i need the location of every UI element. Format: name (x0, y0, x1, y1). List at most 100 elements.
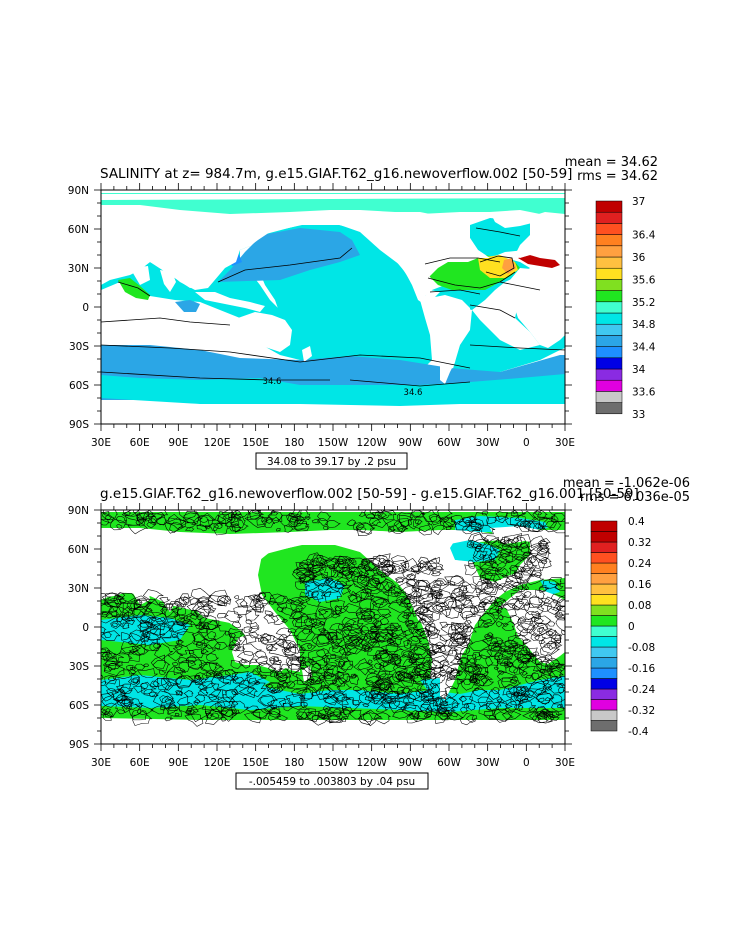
panel-1-lat-labels: 90N 60N 30N 0 30S 60S 90S (68, 185, 90, 431)
colorbar-swatch (595, 256, 623, 269)
colorbar-swatch (595, 234, 623, 247)
lat-tick-label: 90S (69, 419, 89, 431)
colorbar-swatch (590, 594, 618, 606)
colorbar-swatch (590, 615, 618, 627)
colorbar-swatch (595, 335, 623, 347)
lat-tick-label: 30S (69, 341, 89, 353)
lon-tick-label: 30E (555, 757, 575, 769)
lat-tick-label: 90N (68, 505, 89, 517)
lon-tick-label: 90W (398, 757, 422, 769)
colorbar-swatch (590, 541, 618, 553)
colorbar-swatch (590, 699, 618, 711)
lon-tick-label: 150W (318, 437, 349, 449)
colorbar-swatch (595, 368, 623, 381)
colorbar-swatch (590, 657, 618, 669)
colorbar-swatch (590, 552, 618, 564)
lat-tick-label: 60N (68, 544, 89, 556)
colorbar-label: 0.32 (628, 537, 651, 549)
lon-tick-label: 30W (476, 437, 500, 449)
colorbar-label: 34.4 (632, 342, 656, 354)
salinity-map: 34.6 34.6 (101, 193, 565, 424)
lat-tick-label: 90N (68, 185, 89, 197)
colorbar-swatch (595, 279, 623, 291)
contour-label: 34.6 (263, 377, 282, 387)
lon-tick-label: 0 (523, 757, 530, 769)
lon-tick-label: 90W (398, 437, 422, 449)
difference-colorbar: -0.4 -0.32 -0.24 -0.16 -0.08 0 0.08 0.16 0.24 0.3… (590, 516, 655, 738)
lon-tick-label: 180 (284, 437, 304, 449)
colorbar-swatch (595, 323, 623, 336)
lat-tick-label: 60S (69, 380, 89, 392)
panel-2-lat-labels: 90N 60N 30N 0 30S 60S 90S (68, 505, 90, 751)
lat-tick-label: 30N (68, 263, 89, 275)
colorbar-swatch (590, 646, 618, 658)
colorbar-label: 34 (632, 364, 646, 376)
colorbar-swatch (590, 562, 618, 574)
difference-map (101, 510, 565, 744)
panel-1-lon-labels: 30E 60E 90E 120E 150E 180 150W 120W 90W 60W 30W 0 30… (91, 437, 575, 449)
colorbar-swatch (595, 267, 623, 280)
colorbar-label: 0.16 (628, 579, 652, 591)
colorbar-label: 35.6 (632, 274, 656, 286)
panel-2-rms: rms = 6.036e-05 (580, 490, 690, 505)
lon-tick-label: 60W (437, 437, 461, 449)
colorbar-label: 35.2 (632, 297, 655, 309)
colorbar-swatch (595, 391, 623, 403)
colorbar-swatch (590, 636, 618, 648)
lon-tick-label: 180 (284, 757, 304, 769)
colorbar-label: -0.24 (628, 684, 655, 696)
lat-tick-label: 90S (69, 739, 89, 751)
lon-tick-label: 60E (130, 437, 150, 449)
colorbar-swatch (595, 379, 623, 392)
lon-tick-label: 150E (242, 437, 269, 449)
panel-1-mean: mean = 34.62 (565, 155, 658, 170)
lon-tick-label: 120W (356, 757, 387, 769)
lon-tick-label: 90E (168, 757, 188, 769)
colorbar-swatch (595, 223, 623, 235)
colorbar-swatch (595, 211, 623, 224)
panel-1-title: SALINITY at z= 984.7m, g.e15.GIAF.T62_g1… (100, 166, 572, 182)
panel-1-range-box: 34.08 to 39.17 by .2 psu (255, 452, 408, 470)
colorbar-label: -0.08 (628, 642, 655, 654)
lon-tick-label: 90E (168, 437, 188, 449)
colorbar-swatch (590, 531, 618, 543)
lon-tick-label: 30E (91, 757, 111, 769)
colorbar-label: 34.8 (632, 319, 655, 331)
salinity-panel: SALINITY at z= 984.7m, g.e15.GIAF.T62_g1… (68, 155, 658, 470)
colorbar-label: -0.4 (628, 726, 649, 738)
salinity-colorbar: 33 33.6 34 34.4 34.8 35.2 35.6 36 36.4 37 (595, 196, 656, 421)
panel-1-rms: rms = 34.62 (577, 169, 658, 184)
lon-tick-label: 30W (476, 757, 500, 769)
colorbar-label: 0.08 (628, 600, 651, 612)
lat-tick-label: 30N (68, 583, 89, 595)
lat-tick-label: 0 (82, 622, 89, 634)
colorbar-swatch (590, 709, 618, 721)
panel-1-ticks (94, 183, 572, 431)
lon-tick-label: 120E (204, 757, 231, 769)
lon-tick-label: 120E (204, 437, 231, 449)
colorbar-label: 33 (632, 409, 645, 421)
panel-2-mean: mean = -1.062e-06 (563, 476, 690, 491)
contour-labels: 34.6 34.6 (263, 377, 423, 398)
colorbar-label: 0.4 (628, 516, 645, 528)
lon-tick-label: 30E (555, 437, 575, 449)
colorbar-label: 36.4 (632, 230, 656, 242)
colorbar-swatch (595, 312, 623, 325)
colorbar-swatch (595, 301, 623, 314)
land-masses (101, 194, 565, 424)
lat-tick-label: 30S (69, 661, 89, 673)
contour-lines (101, 227, 565, 387)
colorbar-label: -0.16 (628, 663, 655, 675)
colorbar-label: 33.6 (632, 386, 656, 398)
panel-2-ticks (94, 503, 572, 751)
contour-label: 34.6 (404, 388, 423, 398)
colorbar-swatch (590, 604, 618, 616)
panel-2-lon-labels: 30E 60E 90E 120E 150E 180 150W 120W 90W 60W 30W 0 30… (91, 757, 575, 769)
noisy-contours (101, 510, 565, 727)
panel-1-range-text: 34.08 to 39.17 by .2 psu (267, 456, 396, 468)
lon-tick-label: 150W (318, 757, 349, 769)
lat-tick-label: 60S (69, 700, 89, 712)
colorbar-label: 36 (632, 252, 646, 264)
lon-tick-label: 150E (242, 757, 269, 769)
lon-tick-label: 60E (130, 757, 150, 769)
